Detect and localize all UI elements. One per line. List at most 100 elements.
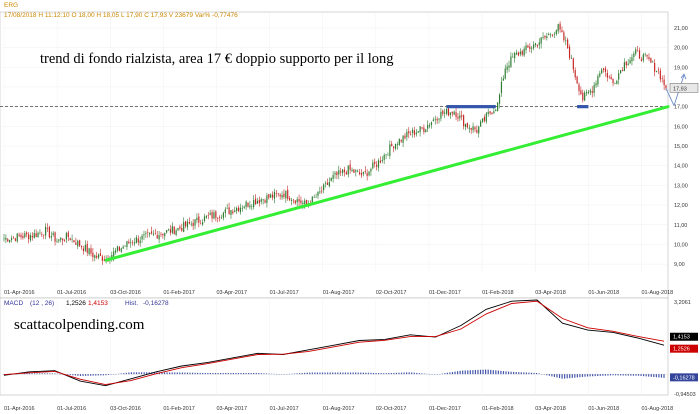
histogram-bar	[413, 372, 415, 375]
histogram-bar	[36, 373, 38, 375]
candle-body	[80, 245, 83, 248]
histogram-bar	[388, 373, 390, 375]
candle-body	[99, 253, 102, 256]
macd-legend-value: 1,2526	[66, 300, 86, 307]
histogram-bar	[79, 374, 82, 376]
candle-body	[302, 202, 304, 204]
candle-body	[548, 33, 550, 35]
histogram-bar	[367, 372, 370, 375]
histogram-bar	[268, 373, 270, 375]
histogram-bar	[614, 374, 617, 376]
candle-body	[173, 226, 175, 235]
histogram-bar	[176, 372, 178, 375]
histogram-bar	[648, 374, 650, 377]
candle-body	[152, 233, 155, 235]
histogram-bar	[449, 372, 451, 375]
histogram-bar	[258, 373, 260, 375]
histogram-bar	[304, 372, 306, 375]
histogram-bar	[174, 372, 176, 375]
candle-body	[487, 111, 489, 114]
price-date-label: 01-Jul-2017	[270, 290, 299, 296]
candle-body	[285, 190, 287, 199]
histogram-bar	[153, 372, 155, 375]
candle-body	[143, 234, 145, 236]
candle-body	[657, 69, 660, 71]
histogram-bar	[612, 374, 614, 376]
candle-body	[372, 162, 374, 169]
candle-body	[459, 115, 461, 119]
price-date-label: 03-Apr-2018	[535, 290, 566, 296]
macd-value-badges: 1,4153 1,2526 -0,16278	[670, 332, 698, 382]
histogram-bar	[128, 372, 130, 375]
analysis-annotation: trend di fondo rialzista, area 17 € dopp…	[40, 51, 394, 67]
candle-body	[313, 197, 315, 198]
candle-body	[213, 212, 215, 219]
histogram-bar	[357, 372, 359, 375]
candle-body	[230, 210, 232, 215]
candle-body	[18, 234, 20, 236]
candle-body	[162, 233, 164, 236]
candle-body	[65, 232, 68, 240]
candle-body	[9, 240, 11, 242]
candle-body	[478, 126, 480, 134]
price-panel-border	[0, 11, 669, 299]
histogram-bar	[474, 370, 477, 375]
candle-body	[595, 83, 597, 86]
candle-body	[249, 205, 251, 208]
ohlc-readout: 17/08/2018 H 11:12:10 O 18,00 H 18,05 L …	[4, 12, 238, 19]
candle-body	[27, 234, 30, 240]
histogram-bar	[571, 374, 573, 378]
histogram-bar	[472, 370, 474, 375]
histogram-bar	[230, 372, 232, 375]
price-panel	[0, 11, 669, 299]
candle-body	[638, 50, 641, 59]
candle-body	[606, 72, 608, 78]
candle-body	[368, 171, 370, 176]
candle-body	[183, 222, 185, 232]
candle-body	[203, 216, 206, 222]
histogram-bar	[421, 373, 423, 375]
hist-legend-label: Hist.	[125, 300, 138, 307]
candle-body	[521, 51, 523, 55]
histogram-bar	[265, 373, 268, 375]
candle-body	[120, 248, 122, 252]
histogram-bar	[456, 371, 459, 375]
candle-body	[360, 173, 363, 176]
candle-body	[150, 231, 153, 234]
candle-body	[35, 233, 37, 237]
candle-body	[164, 233, 166, 237]
histogram-bar	[620, 374, 622, 376]
candle-body	[445, 109, 448, 114]
candle-body	[200, 223, 202, 225]
histogram-bar	[72, 374, 74, 376]
candle-body	[637, 50, 639, 52]
histogram-bar	[146, 372, 148, 375]
candle-body	[226, 208, 228, 210]
candle-body	[584, 92, 586, 101]
histogram-bar	[658, 374, 660, 378]
macd-date-label: 01-Feb-2018	[482, 406, 513, 412]
candle-body	[631, 57, 633, 62]
histogram-bar	[362, 372, 364, 375]
candlestick-series	[3, 21, 667, 265]
candle-body	[287, 189, 289, 199]
histogram-bar	[189, 372, 191, 375]
histogram-bar	[100, 374, 102, 376]
candle-body	[37, 232, 39, 238]
candle-body	[597, 76, 599, 85]
candle-body	[211, 212, 213, 219]
histogram-bar	[197, 372, 199, 375]
histogram-bar	[479, 369, 482, 375]
histogram-bar	[232, 372, 234, 375]
histogram-bar	[214, 372, 217, 375]
candle-body	[279, 194, 281, 197]
hist-legend-value: -0,16278	[143, 300, 169, 307]
candle-body	[616, 80, 618, 84]
candle-body	[160, 234, 162, 235]
candle-body	[10, 238, 13, 241]
histogram-bar	[569, 374, 571, 379]
candle-body	[387, 154, 389, 156]
histogram-bar	[400, 372, 403, 375]
candle-body	[277, 193, 279, 194]
candle-body	[306, 200, 308, 205]
